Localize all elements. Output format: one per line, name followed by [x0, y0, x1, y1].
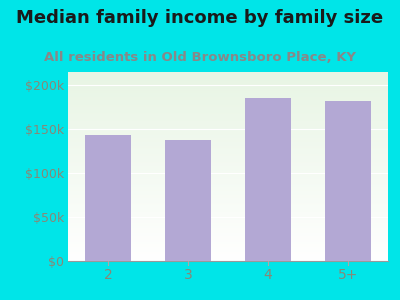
Bar [325, 101, 371, 261]
Bar [245, 98, 291, 261]
Text: All residents in Old Brownsboro Place, KY: All residents in Old Brownsboro Place, K… [44, 51, 356, 64]
Bar [165, 140, 211, 261]
Text: Median family income by family size: Median family income by family size [16, 9, 384, 27]
Bar [85, 135, 131, 261]
